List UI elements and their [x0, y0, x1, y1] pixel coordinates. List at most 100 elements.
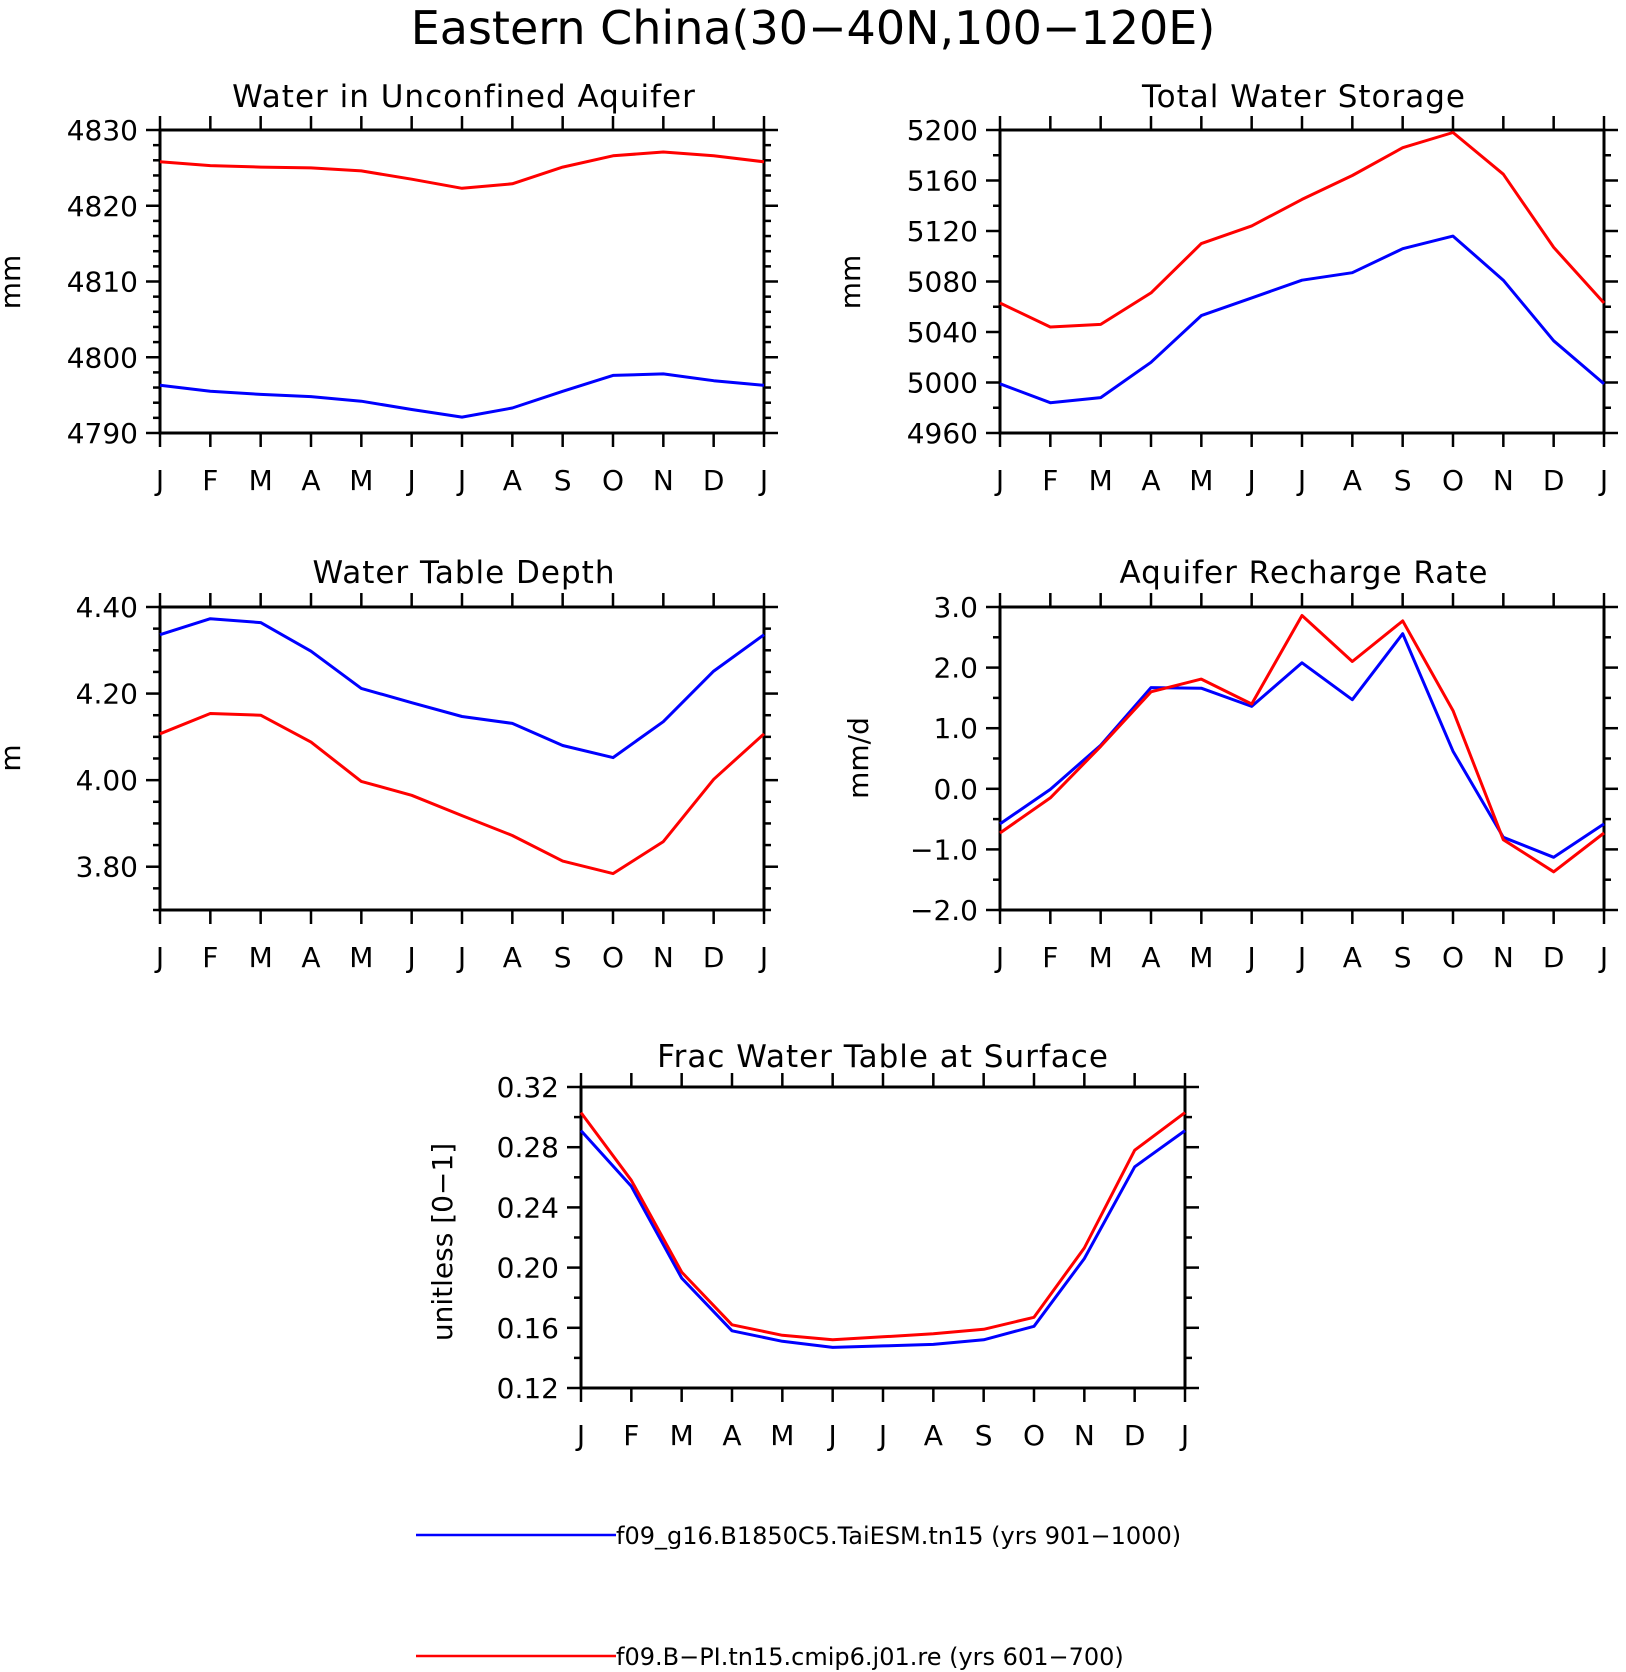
y-tick-label: 1.0	[933, 712, 978, 745]
y-axis-label: unitless [0−1]	[426, 1143, 459, 1341]
x-tick-label: M	[1089, 464, 1113, 497]
x-tick-label: A	[1141, 464, 1160, 497]
x-tick-label: A	[1141, 941, 1160, 974]
x-tick-label: A	[503, 464, 522, 497]
x-tick-label: J	[406, 464, 416, 497]
y-tick-label: 5000	[907, 367, 978, 400]
y-tick-label: 4.20	[76, 678, 138, 711]
y-tick-label: 4800	[67, 341, 138, 374]
y-tick-label: 5040	[907, 316, 978, 349]
x-tick-label: J	[1296, 464, 1306, 497]
x-tick-label: A	[722, 1419, 741, 1452]
x-tick-label: D	[1543, 941, 1565, 974]
series-line-blue	[159, 617, 765, 760]
x-tick-label: M	[1189, 464, 1213, 497]
x-tick-label: S	[1394, 464, 1412, 497]
x-tick-label: O	[602, 941, 624, 974]
legend-label: f09.B−PI.tn15.cmip6.j01.re (yrs 601−700)	[616, 1643, 1124, 1671]
y-tick-label: 4.00	[76, 764, 138, 797]
y-tick-label: 4960	[907, 417, 978, 450]
panel-frac-water-table-at-surface: Frac Water Table at Surface unitless [0−…	[426, 1039, 1199, 1452]
y-tick-label: −1.0	[910, 833, 978, 866]
series-line-red	[159, 150, 765, 190]
x-tick-label: N	[1493, 464, 1514, 497]
y-tick-label: 5120	[907, 215, 978, 248]
x-tick-label: M	[770, 1419, 794, 1452]
plot-area: J F M A M J J A S O N D J3.804.004.204.40	[76, 591, 778, 974]
x-tick-label: O	[1023, 1419, 1045, 1452]
x-tick-label: J	[994, 941, 1004, 974]
x-tick-label: J	[994, 464, 1004, 497]
x-tick-label: J	[1598, 464, 1608, 497]
x-tick-label: J	[827, 1419, 837, 1452]
x-tick-label: O	[1442, 941, 1464, 974]
x-tick-label: J	[1246, 941, 1256, 974]
x-tick-label: D	[703, 941, 725, 974]
x-tick-label: J	[154, 464, 164, 497]
y-tick-label: 0.0	[933, 773, 978, 806]
panel-water-table-depth: Water Table Depth m JFMAMJJASONDJ3.804.0…	[0, 555, 778, 974]
series-line-blue	[999, 234, 1605, 405]
x-tick-label: F	[1042, 941, 1058, 974]
plot-frame	[158, 128, 766, 435]
x-tick-label: F	[1042, 464, 1058, 497]
x-tick-label: J	[1179, 1419, 1189, 1452]
panel-title: Water in Unconfined Aquifer	[232, 79, 696, 115]
x-tick-label: A	[301, 941, 320, 974]
x-tick-label: N	[653, 464, 674, 497]
x-tick-label: M	[670, 1419, 694, 1452]
series-line-red	[999, 614, 1605, 874]
y-tick-label: 3.80	[76, 851, 138, 884]
y-tick-label: 3.0	[933, 591, 978, 624]
x-tick-label: J	[575, 1419, 585, 1452]
x-tick-label: D	[1124, 1419, 1146, 1452]
x-tick-label: J	[154, 941, 164, 974]
x-tick-label: J	[1246, 464, 1256, 497]
x-tick-label: A	[924, 1419, 943, 1452]
series-line-red	[579, 1111, 1186, 1342]
x-tick-label: O	[1442, 464, 1464, 497]
x-tick-label: N	[653, 941, 674, 974]
x-tick-label: A	[503, 941, 522, 974]
x-tick-label: A	[301, 464, 320, 497]
y-tick-label: 4790	[67, 417, 138, 450]
plot-area: J F M A M J J A S O N D J−2.0−1.00.01.02.03.0	[910, 591, 1618, 974]
x-tick-label: M	[349, 464, 373, 497]
y-tick-label: 4820	[67, 190, 138, 223]
x-tick-label: S	[554, 464, 572, 497]
plot-area: J F M A M J J A S O N D J496050005040508051205160520…	[907, 114, 1618, 497]
y-axis-label: m	[0, 744, 27, 771]
y-tick-label: 4.40	[76, 591, 138, 624]
x-tick-label: A	[1343, 941, 1362, 974]
y-tick-label: 0.28	[497, 1131, 559, 1164]
series-line-blue	[579, 1129, 1186, 1349]
x-tick-label: S	[554, 941, 572, 974]
x-tick-label: N	[1493, 941, 1514, 974]
y-tick-label: 2.0	[933, 652, 978, 685]
y-tick-label: 5160	[907, 165, 978, 198]
x-tick-label: J	[758, 464, 768, 497]
x-tick-label: J	[758, 941, 768, 974]
x-tick-label: M	[249, 941, 273, 974]
x-tick-label: M	[1189, 941, 1213, 974]
series-line-red	[999, 131, 1606, 329]
y-tick-label: 5080	[907, 266, 978, 299]
x-tick-label: M	[349, 941, 373, 974]
y-tick-label: 0.16	[497, 1312, 559, 1345]
y-tick-label: 0.12	[497, 1372, 559, 1405]
x-tick-label: J	[406, 941, 416, 974]
x-tick-label: J	[456, 464, 466, 497]
x-tick-label: N	[1074, 1419, 1095, 1452]
y-tick-label: 4810	[67, 266, 138, 299]
x-tick-label: M	[1089, 941, 1113, 974]
plot-frame	[158, 605, 766, 912]
series-line-blue	[999, 632, 1605, 859]
y-tick-label: −2.0	[910, 894, 978, 927]
x-tick-label: M	[249, 464, 273, 497]
legend-label: f09_g16.B1850C5.TaiESM.tn15 (yrs 901−100…	[616, 1522, 1181, 1550]
panel-title: Frac Water Table at Surface	[657, 1039, 1109, 1075]
